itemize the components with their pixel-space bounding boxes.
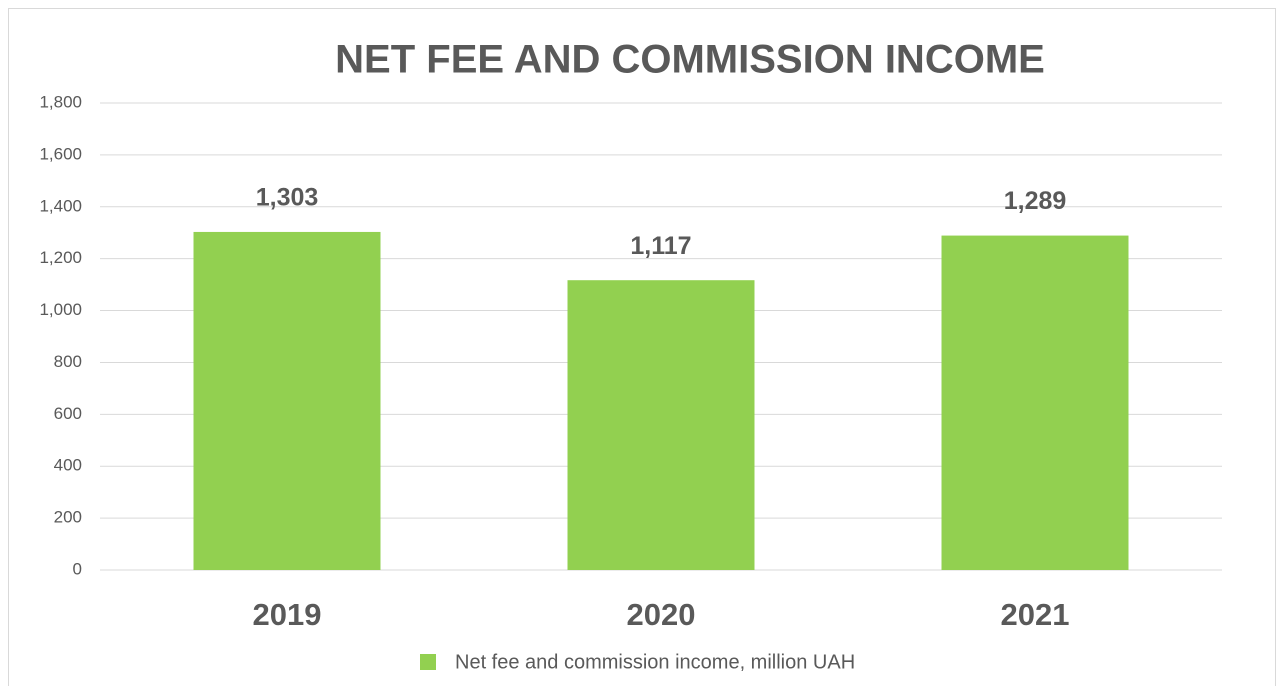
x-tick-label: 2020 <box>627 597 696 632</box>
y-tick-label: 1,800 <box>39 92 82 111</box>
bar <box>567 280 755 570</box>
bar <box>193 231 381 570</box>
y-tick-label: 400 <box>54 456 82 475</box>
data-label: 1,117 <box>630 232 691 260</box>
bar <box>941 235 1129 570</box>
data-label: 1,289 <box>1004 187 1067 215</box>
y-tick-label: 1,000 <box>39 300 82 319</box>
y-tick-label: 800 <box>54 352 82 371</box>
data-label: 1,303 <box>256 184 319 212</box>
y-tick-label: 1,200 <box>39 248 82 267</box>
x-tick-label: 2019 <box>253 597 322 632</box>
y-tick-label: 200 <box>54 508 82 527</box>
y-tick-label: 1,400 <box>39 196 82 215</box>
chart-title: NET FEE AND COMMISSION INCOME <box>335 38 1045 82</box>
y-tick-label: 0 <box>73 559 82 578</box>
legend-label: Net fee and commission income, million U… <box>455 651 855 673</box>
y-tick-label: 600 <box>54 404 82 423</box>
x-tick-label: 2021 <box>1001 597 1070 632</box>
legend-swatch <box>420 654 436 670</box>
y-tick-label: 1,600 <box>39 144 82 163</box>
